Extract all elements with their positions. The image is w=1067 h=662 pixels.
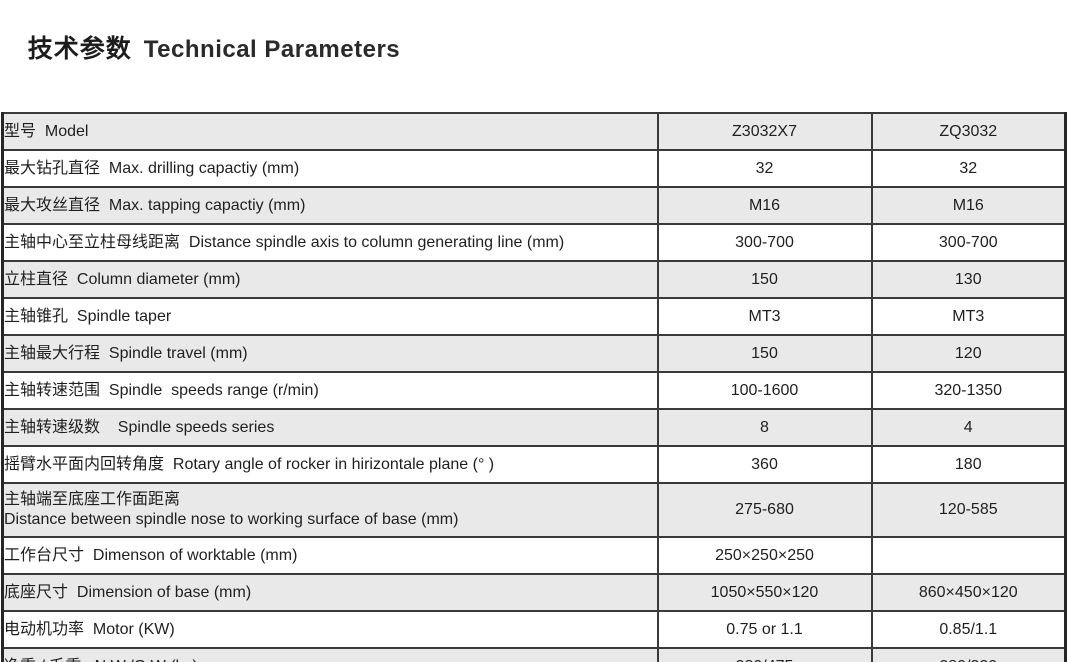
table-row: 主轴转速范围 Spindle speeds range (r/min) 100-1… (1, 371, 1067, 410)
value-cell-zq3032: 32 (870, 149, 1067, 188)
value-cell-zq3032: 300-700 (870, 223, 1067, 262)
param-label-cell: 主轴中心至立柱母线距离 Distance spindle axis to col… (1, 223, 659, 262)
value-cell-zq3032 (870, 536, 1067, 575)
table-row: 底座尺寸 Dimension of base (mm) 1050×550×120 8… (1, 573, 1067, 612)
value-cell-zq3032: M16 (870, 186, 1067, 225)
param-label-cell: 主轴转速范围 Spindle speeds range (r/min) (1, 371, 659, 410)
value-cell-zq3032: MT3 (870, 297, 1067, 336)
value-cell-z3032x7: Z3032X7 (656, 112, 873, 151)
table-row: 电动机功率 Motor (KW) 0.75 or 1.1 0.85/1.1 (1, 610, 1067, 649)
value-cell-zq3032: 120-585 (870, 482, 1067, 538)
param-label-cell: 净重 / 毛重 N.W./G.W (kg) (1, 647, 659, 662)
param-label-cell: 最大攻丝直径 Max. tapping capactiy (mm) (1, 186, 659, 225)
page-title-zh: 技术参数 (27, 35, 132, 63)
value-cell-z3032x7: 150 (656, 260, 873, 299)
value-cell-zq3032: 280/320 (870, 647, 1067, 662)
param-label-cell: 主轴端至底座工作面距离 Distance between spindle nos… (1, 482, 659, 538)
table-row: 主轴最大行程 Spindle travel (mm) 150 120 (1, 334, 1067, 373)
value-cell-zq3032: 0.85/1.1 (870, 610, 1067, 649)
param-label-cell: 型号 Model (1, 112, 659, 151)
value-cell-zq3032: 130 (870, 260, 1067, 299)
technical-parameters-table: 型号 Model Z3032X7 ZQ3032 最大钻孔直径 Max. drillin… (1, 112, 1067, 662)
param-label-cell: 立柱直径 Column diameter (mm) (1, 260, 659, 299)
technical-parameters-page: 技术参数 Technical Parameters 型号 Model Z3032X7… (0, 4, 1067, 662)
param-label-cell: 主轴转速级数 Spindle speeds series (1, 408, 659, 447)
value-cell-z3032x7: 360 (656, 445, 873, 484)
table-row: 工作台尺寸 Dimenson of worktable (mm) 250×250×… (1, 536, 1067, 575)
param-label-cell: 主轴锥孔 Spindle taper (1, 297, 659, 336)
page-title-en: Technical Parameters (143, 36, 401, 63)
page-title: 技术参数 Technical Parameters (10, 4, 1067, 98)
value-cell-zq3032: 320-1350 (870, 371, 1067, 410)
value-cell-z3032x7: 32 (656, 149, 873, 188)
table-row: 摇臂水平面内回转角度 Rotary angle of rocker in hir… (1, 445, 1067, 484)
value-cell-z3032x7: 275-680 (656, 482, 873, 538)
table-row: 主轴转速级数 Spindle speeds series 8 4 (1, 408, 1067, 447)
param-label-cell: 工作台尺寸 Dimenson of worktable (mm) (1, 536, 659, 575)
table-row: 型号 Model Z3032X7 ZQ3032 (1, 112, 1067, 151)
table-row: 主轴中心至立柱母线距离 Distance spindle axis to col… (1, 223, 1067, 262)
table-row: 最大钻孔直径 Max. drilling capactiy (mm) 32 32 (1, 149, 1067, 188)
table-row: 主轴锥孔 Spindle taper MT3 MT3 (1, 297, 1067, 336)
value-cell-z3032x7: 100-1600 (656, 371, 873, 410)
param-label-cell: 最大钻孔直径 Max. drilling capactiy (mm) (1, 149, 659, 188)
value-cell-z3032x7: M16 (656, 186, 873, 225)
value-cell-z3032x7: 8 (656, 408, 873, 447)
value-cell-z3032x7: 250×250×250 (656, 536, 873, 575)
value-cell-z3032x7: MT3 (656, 297, 873, 336)
value-cell-z3032x7: 380/475 (656, 647, 873, 662)
value-cell-zq3032: 860×450×120 (870, 573, 1067, 612)
param-label-cell: 电动机功率 Motor (KW) (1, 610, 659, 649)
value-cell-zq3032: 180 (870, 445, 1067, 484)
value-cell-z3032x7: 1050×550×120 (656, 573, 873, 612)
param-label-cell: 主轴最大行程 Spindle travel (mm) (1, 334, 659, 373)
param-label-cell: 底座尺寸 Dimension of base (mm) (1, 573, 659, 612)
param-label-cell: 摇臂水平面内回转角度 Rotary angle of rocker in hir… (1, 445, 659, 484)
value-cell-z3032x7: 150 (656, 334, 873, 373)
table-row: 立柱直径 Column diameter (mm) 150 130 (1, 260, 1067, 299)
table-row: 主轴端至底座工作面距离 Distance between spindle nos… (1, 482, 1067, 538)
table-row: 净重 / 毛重 N.W./G.W (kg)380/475280/320 (1, 647, 1067, 662)
value-cell-zq3032: 120 (870, 334, 1067, 373)
value-cell-z3032x7: 0.75 or 1.1 (656, 610, 873, 649)
param-table-body: 型号 Model Z3032X7 ZQ3032 最大钻孔直径 Max. drillin… (1, 112, 1067, 662)
value-cell-zq3032: ZQ3032 (870, 112, 1067, 151)
value-cell-zq3032: 4 (870, 408, 1067, 447)
value-cell-z3032x7: 300-700 (656, 223, 873, 262)
table-row: 最大攻丝直径 Max. tapping capactiy (mm) M16 M16 (1, 186, 1067, 225)
